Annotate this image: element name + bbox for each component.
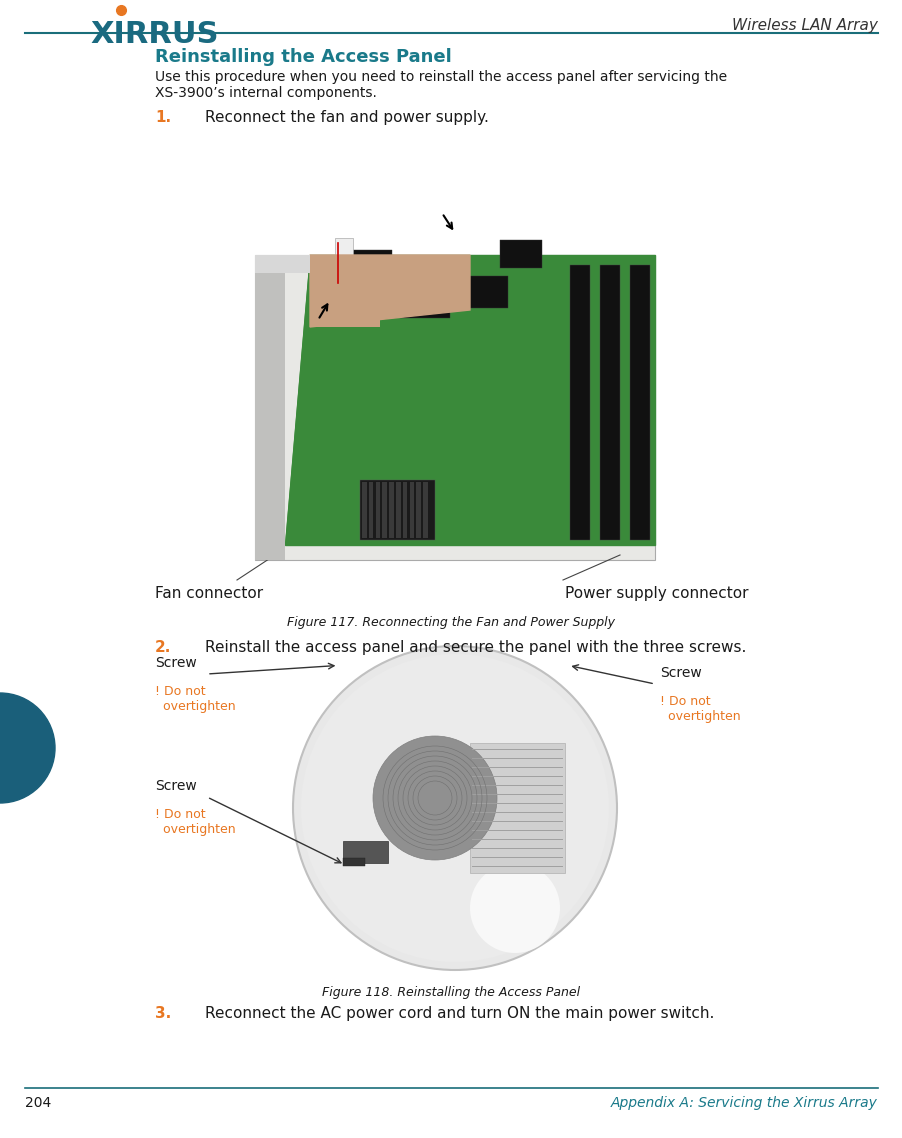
Bar	[375, 483, 380, 538]
Text: Use this procedure when you need to reinstall the access panel after servicing t: Use this procedure when you need to rein…	[155, 71, 726, 84]
Text: 204: 204	[25, 1096, 51, 1110]
Bar	[309, 255, 380, 327]
Circle shape	[300, 654, 608, 962]
Bar	[469, 743, 565, 873]
Bar	[360, 480, 435, 541]
Text: Power supply connector: Power supply connector	[565, 586, 748, 601]
Polygon shape	[285, 255, 654, 545]
Bar	[599, 265, 620, 541]
Text: Figure 118. Reinstalling the Access Panel: Figure 118. Reinstalling the Access Pane…	[322, 986, 580, 999]
Text: Figure 117. Reconnecting the Fan and Power Supply: Figure 117. Reconnecting the Fan and Pow…	[287, 616, 615, 629]
Bar	[396, 483, 400, 538]
Text: Fan connector: Fan connector	[155, 586, 262, 601]
Text: Reconnect the fan and power supply.: Reconnect the fan and power supply.	[205, 110, 488, 125]
Text: Reinstalling the Access Panel: Reinstalling the Access Panel	[155, 48, 451, 66]
Text: 2.: 2.	[155, 640, 171, 655]
Text: Screw: Screw	[155, 655, 197, 670]
Polygon shape	[309, 255, 469, 327]
Bar	[416, 483, 420, 538]
Bar	[402, 483, 407, 538]
Text: ! Do not
  overtighten: ! Do not overtighten	[155, 670, 235, 714]
Bar	[319, 269, 354, 298]
Circle shape	[0, 693, 55, 803]
Text: Reinstall the access panel and secure the panel with the three screws.: Reinstall the access panel and secure th…	[205, 640, 746, 655]
Bar	[254, 255, 285, 560]
Text: Reconnect the AC power cord and turn ON the main power switch.: Reconnect the AC power cord and turn ON …	[205, 1006, 713, 1021]
Bar	[630, 265, 649, 541]
Bar	[350, 250, 391, 288]
Polygon shape	[285, 255, 654, 545]
Bar	[389, 483, 393, 538]
Text: XS-3900’s internal components.: XS-3900’s internal components.	[155, 86, 376, 100]
Bar	[368, 483, 373, 538]
Bar	[410, 483, 414, 538]
Bar	[343, 841, 388, 863]
Bar	[343, 858, 364, 866]
Bar	[569, 265, 589, 541]
Bar	[254, 255, 309, 273]
Bar	[500, 240, 541, 269]
Circle shape	[292, 646, 616, 970]
Text: 3.: 3.	[155, 1006, 171, 1021]
Text: Wireless LAN Array: Wireless LAN Array	[732, 18, 877, 33]
Text: XIRRUS: XIRRUS	[90, 20, 219, 49]
Circle shape	[469, 863, 559, 953]
Bar	[362, 483, 366, 538]
Bar	[382, 483, 386, 538]
Text: Screw: Screw	[155, 780, 197, 793]
Text: ! Do not
  overtighten: ! Do not overtighten	[659, 681, 740, 723]
Bar	[469, 277, 508, 308]
Bar	[335, 238, 353, 283]
Bar	[254, 255, 654, 560]
Text: Appendix A: Servicing the Xirrus Array: Appendix A: Servicing the Xirrus Array	[611, 1096, 877, 1110]
Bar	[400, 274, 449, 318]
Bar	[423, 483, 428, 538]
Text: 1.: 1.	[155, 110, 171, 125]
Circle shape	[373, 736, 496, 860]
Text: Screw: Screw	[659, 666, 701, 681]
Text: ! Do not
  overtighten: ! Do not overtighten	[155, 793, 235, 836]
